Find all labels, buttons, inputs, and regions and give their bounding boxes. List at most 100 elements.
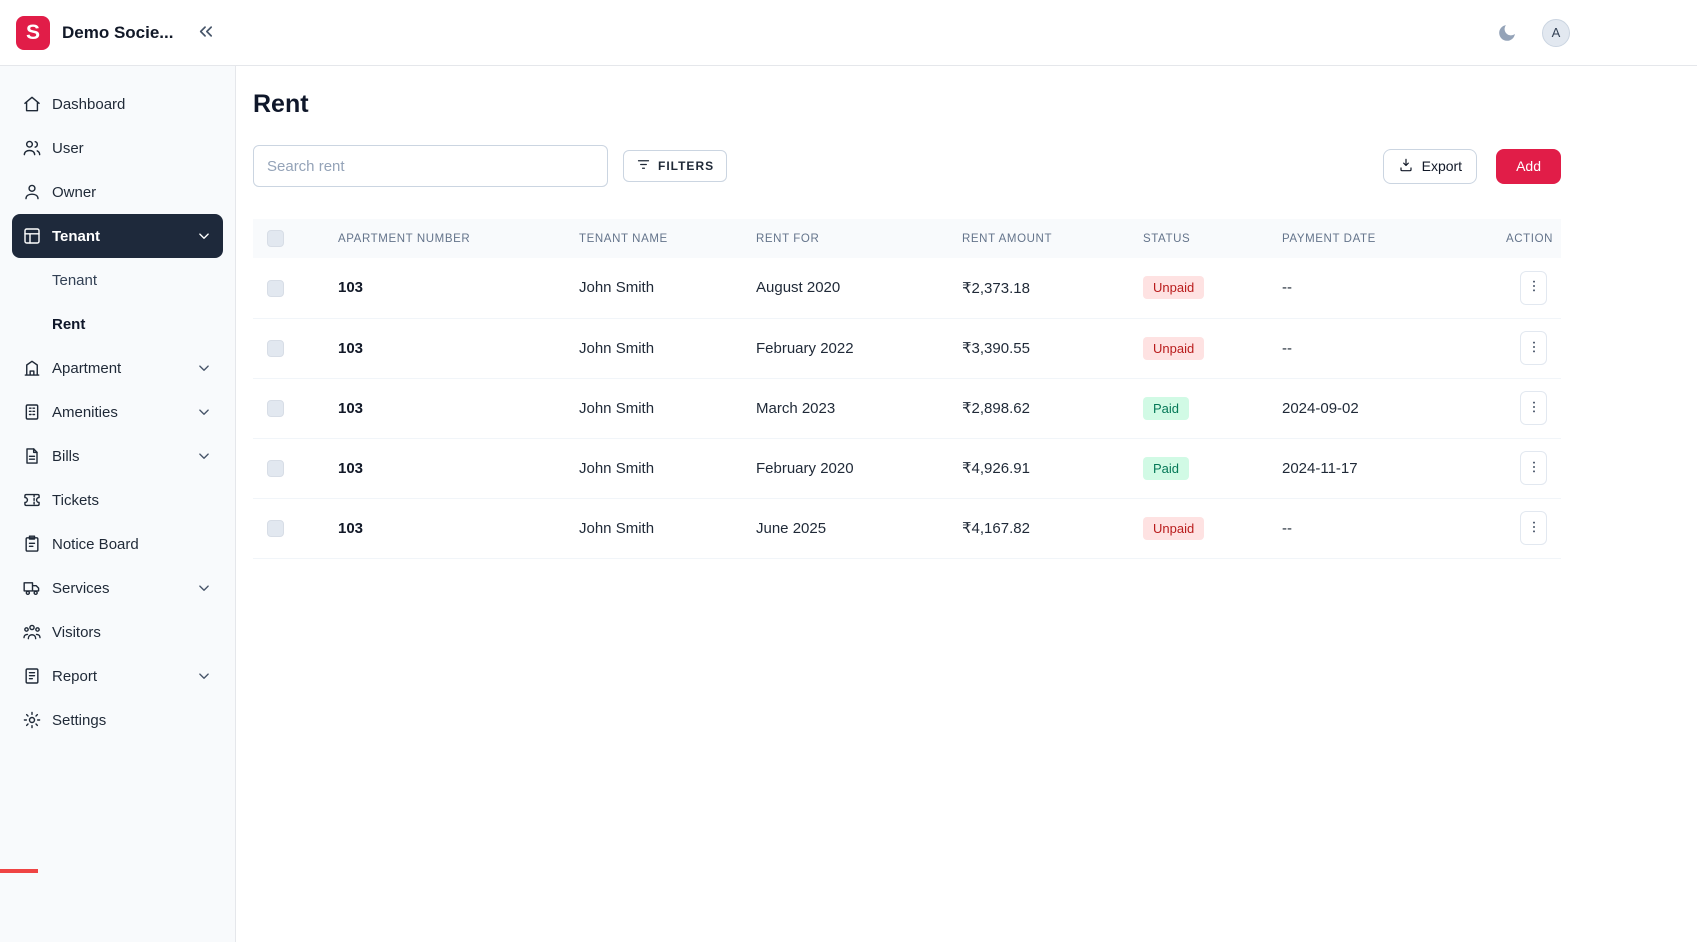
- sidebar-item-label: User: [52, 139, 84, 157]
- sidebar-item-tickets[interactable]: Tickets: [12, 478, 223, 522]
- row-actions-button[interactable]: [1520, 331, 1547, 365]
- cell-status: Unpaid: [1129, 498, 1268, 559]
- sidebar-item-label: Notice Board: [52, 535, 139, 553]
- sidebar-item-label: Owner: [52, 183, 97, 201]
- column-header-rent-for: RENT FOR: [742, 219, 948, 258]
- cell-select: [253, 318, 324, 379]
- cell-select: [253, 378, 324, 439]
- sidebar-item-apartment[interactable]: Apartment: [12, 346, 223, 390]
- filters-button[interactable]: FILTERS: [623, 150, 728, 182]
- sidebar-subitem-rent[interactable]: Rent: [12, 302, 223, 346]
- sidebar-item-label: Tenant: [52, 227, 101, 245]
- cell-status: Unpaid: [1129, 258, 1268, 319]
- sidebar-item-report[interactable]: Report: [12, 654, 223, 698]
- body-row: Dashboard User Owner Tenant Tenant Rent …: [0, 66, 1697, 942]
- column-header-select: [253, 219, 324, 258]
- row-checkbox[interactable]: [267, 459, 284, 477]
- dark-mode-toggle[interactable]: [1496, 22, 1518, 44]
- column-header-tenant-name: TENANT NAME: [565, 219, 742, 258]
- sidebar-item-label: Amenities: [52, 403, 118, 421]
- table-row: 103 John Smith June 2025 ₹4,167.82 Unpai…: [253, 498, 1561, 559]
- vertical-dots-icon: [1526, 399, 1542, 418]
- export-button[interactable]: Export: [1382, 148, 1478, 184]
- home-icon: [22, 94, 42, 114]
- column-header-action: ACTION: [1492, 219, 1561, 258]
- row-checkbox[interactable]: [267, 519, 284, 537]
- status-badge: Unpaid: [1143, 516, 1205, 540]
- sidebar: Dashboard User Owner Tenant Tenant Rent …: [0, 66, 236, 942]
- main-content: Rent FILTERS Export Add: [236, 66, 1697, 942]
- select-all-checkbox[interactable]: [267, 230, 284, 247]
- page-title: Rent: [253, 90, 309, 118]
- sidebar-item-label: Dashboard: [52, 95, 126, 113]
- cell-tenant-name: John Smith: [565, 498, 742, 559]
- search-input[interactable]: [253, 145, 608, 187]
- cell-rent-for: February 2022: [742, 318, 948, 379]
- cell-apartment-number: 103: [324, 318, 565, 379]
- row-actions-button[interactable]: [1520, 270, 1547, 305]
- cell-apartment-number: 103: [324, 378, 565, 439]
- services-icon: [22, 578, 42, 598]
- settings-icon: [22, 710, 42, 730]
- row-checkbox[interactable]: [267, 279, 284, 297]
- sidebar-item-user[interactable]: User: [12, 126, 223, 170]
- cell-action: [1492, 498, 1561, 559]
- cell-action: [1492, 438, 1561, 499]
- cell-apartment-number: 103: [324, 438, 565, 499]
- sidebar-item-owner[interactable]: Owner: [12, 170, 223, 214]
- vertical-dots-icon: [1526, 459, 1542, 478]
- table-row: 103 John Smith March 2023 ₹2,898.62 Paid…: [253, 378, 1561, 439]
- status-badge: Paid: [1143, 456, 1190, 480]
- cell-select: [253, 498, 324, 559]
- table-row: 103 John Smith February 2022 ₹3,390.55 U…: [253, 318, 1561, 379]
- avatar[interactable]: A: [1542, 18, 1570, 47]
- column-header-rent-amount: RENT AMOUNT: [948, 219, 1129, 258]
- cell-payment-date: 2024-11-17: [1268, 438, 1492, 499]
- sidebar-item-settings[interactable]: Settings: [12, 698, 223, 742]
- sidebar-item-label: Bills: [52, 447, 80, 465]
- cell-tenant-name: John Smith: [565, 258, 742, 319]
- chevron-down-icon: [195, 667, 213, 685]
- row-checkbox[interactable]: [267, 399, 284, 417]
- sidebar-item-dashboard[interactable]: Dashboard: [12, 82, 223, 126]
- export-button-label: Export: [1421, 158, 1463, 174]
- sidebar-item-amenities[interactable]: Amenities: [12, 390, 223, 434]
- row-checkbox[interactable]: [267, 339, 284, 357]
- app-logo[interactable]: S: [16, 15, 50, 50]
- sidebar-item-services[interactable]: Services: [12, 566, 223, 610]
- sidebar-item-notice-board[interactable]: Notice Board: [12, 522, 223, 566]
- sidebar-item-tenant[interactable]: Tenant: [12, 214, 223, 258]
- chevron-down-icon: [195, 447, 213, 465]
- cell-action: [1492, 378, 1561, 439]
- moon-icon: [1496, 24, 1518, 47]
- cell-payment-date: --: [1268, 258, 1492, 319]
- sidebar-subitem-tenant[interactable]: Tenant: [12, 258, 223, 302]
- cell-apartment-number: 103: [324, 258, 565, 319]
- cell-status: Unpaid: [1129, 318, 1268, 379]
- sidebar-item-visitors[interactable]: Visitors: [12, 610, 223, 654]
- rent-table-body: 103 John Smith August 2020 ₹2,373.18 Unp…: [253, 258, 1561, 559]
- row-actions-button[interactable]: [1520, 391, 1547, 425]
- cell-rent-for: June 2025: [742, 498, 948, 559]
- cell-rent-for: August 2020: [742, 258, 948, 319]
- table-header: APARTMENT NUMBER TENANT NAME RENT FOR RE…: [253, 219, 1561, 258]
- row-actions-button[interactable]: [1520, 511, 1547, 545]
- cell-rent-amount: ₹3,390.55: [948, 318, 1129, 379]
- row-actions-button[interactable]: [1520, 451, 1547, 485]
- sidebar-item-label: Services: [52, 579, 110, 597]
- cell-payment-date: --: [1268, 498, 1492, 559]
- cell-tenant-name: John Smith: [565, 438, 742, 499]
- add-button[interactable]: Add: [1496, 148, 1561, 184]
- table-row: 103 John Smith August 2020 ₹2,373.18 Unp…: [253, 258, 1561, 319]
- topbar-left: S Demo Socie...: [16, 15, 219, 50]
- sidebar-bottom-red-element: [0, 869, 38, 873]
- cell-apartment-number: 103: [324, 498, 565, 559]
- sidebar-item-label: Report: [52, 667, 98, 685]
- status-badge: Unpaid: [1143, 336, 1205, 360]
- sidebar-item-bills[interactable]: Bills: [12, 434, 223, 478]
- status-badge: Unpaid: [1143, 276, 1205, 300]
- sidebar-collapse-button[interactable]: [191, 19, 219, 47]
- cell-rent-for: March 2023: [742, 378, 948, 439]
- apartment-icon: [22, 358, 42, 378]
- amenities-icon: [22, 402, 42, 422]
